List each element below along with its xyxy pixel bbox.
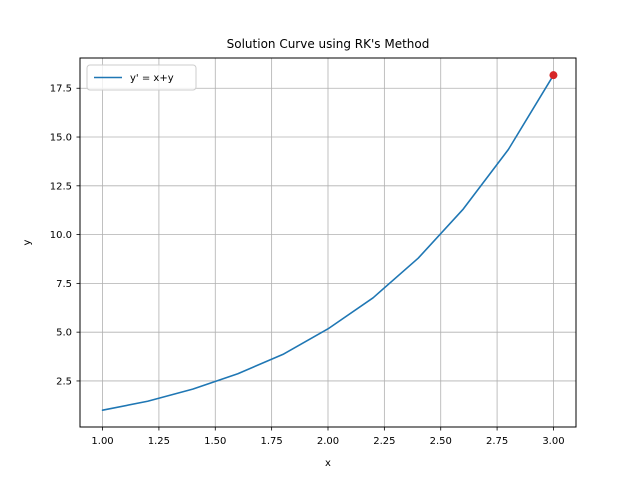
y-axis-label: y — [22, 239, 33, 245]
x-tick-label: 2.00 — [317, 436, 339, 447]
x-tick-label: 1.50 — [204, 436, 226, 447]
marker-layer — [549, 71, 558, 80]
x-tick-label: 2.50 — [430, 436, 452, 447]
series-layer — [101, 74, 555, 412]
plot-frame — [79, 57, 577, 428]
y-tick-label: 2.5 — [56, 376, 72, 387]
axis-ticks: 1.00 1.25 1.50 1.75 2.00 2.25 2.50 2.75 3.00 2.5 5… — [50, 84, 565, 447]
y-tick-label: 17.5 — [50, 84, 72, 95]
x-axis-label: x — [325, 458, 331, 469]
y-tick-label: 10.0 — [50, 230, 72, 241]
y-tick-label: 5.0 — [56, 328, 72, 339]
chart-title: Solution Curve using RK's Method — [227, 37, 430, 51]
x-tick-label: 2.75 — [486, 436, 508, 447]
y-tick-label: 12.5 — [50, 181, 72, 192]
x-tick-label: 1.75 — [261, 436, 283, 447]
x-tick-label: 1.00 — [91, 436, 113, 447]
x-tick-label: 2.25 — [373, 436, 395, 447]
legend-label: y' = x+y — [130, 73, 174, 84]
y-tick-label: 7.5 — [56, 279, 72, 290]
grid-lines — [80, 58, 576, 427]
x-tick-label: 1.25 — [148, 436, 170, 447]
x-tick-label: 3.00 — [542, 436, 564, 447]
y-tick-label: 15.0 — [50, 133, 72, 144]
endpoint-marker — [549, 71, 558, 80]
series-line — [101, 74, 555, 412]
legend-box — [86, 64, 197, 91]
legend: y' = x+y — [86, 64, 197, 91]
